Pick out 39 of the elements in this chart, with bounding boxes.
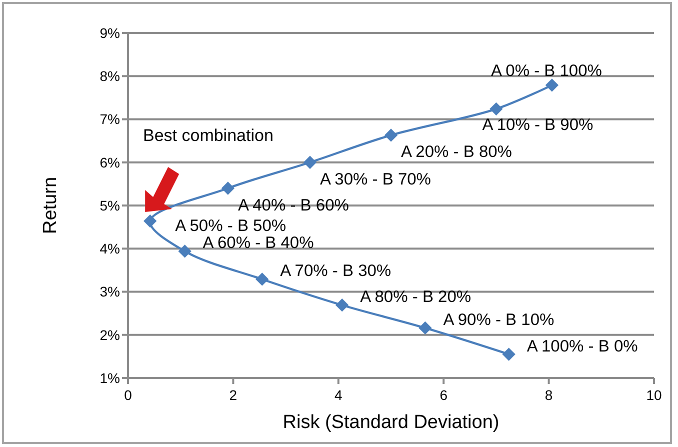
- y-tick-label: 8%: [100, 68, 120, 84]
- annotation: A 80% - B 20%: [360, 288, 472, 306]
- point: [178, 244, 192, 258]
- point: [303, 156, 317, 169]
- x-tick-label: 6: [440, 387, 448, 403]
- y-tick-label: 2%: [100, 326, 120, 343]
- y-tick-label: 9%: [100, 24, 120, 41]
- point: [418, 321, 432, 335]
- x-tick-label: 2: [229, 387, 238, 403]
- annotation: A 70% - B 30%: [280, 262, 392, 280]
- annotation: A 20% - B 80%: [401, 143, 512, 162]
- annotation: A 10% - B 90%: [482, 116, 594, 134]
- y-tick-label: 5%: [100, 197, 120, 214]
- y-tick-label: 7%: [100, 111, 120, 128]
- x-tick-label: 10: [646, 387, 662, 403]
- point: [336, 298, 349, 312]
- annotation: Best combination: [143, 126, 274, 145]
- y-tick-label: 3%: [100, 284, 120, 300]
- y-axis-title: Return: [40, 176, 61, 234]
- y-tick-label: 6%: [100, 154, 120, 170]
- point: [384, 128, 398, 142]
- y-tick-label: 4%: [100, 240, 120, 257]
- point: [221, 182, 235, 195]
- annotation: A 30% - B 70%: [320, 170, 432, 188]
- annotation: A 0% - B 100%: [490, 62, 602, 80]
- annotation: A 100% - B 0%: [526, 337, 638, 356]
- x-tick-label: 4: [334, 387, 342, 403]
- point: [144, 214, 157, 228]
- point: [545, 78, 559, 92]
- x-tick-label: 0: [124, 387, 132, 403]
- annotation: A 90% - B 10%: [443, 310, 554, 329]
- y-tick-label: 1%: [100, 370, 120, 386]
- x-axis-title: Risk (Standard Deviation): [282, 412, 500, 433]
- point: [490, 102, 503, 116]
- point: [256, 272, 269, 286]
- x-tick-label: 8: [544, 387, 553, 403]
- annotation: A 60% - B 40%: [202, 234, 314, 252]
- annotation: A 50% - B 50%: [175, 217, 286, 236]
- point: [502, 348, 516, 361]
